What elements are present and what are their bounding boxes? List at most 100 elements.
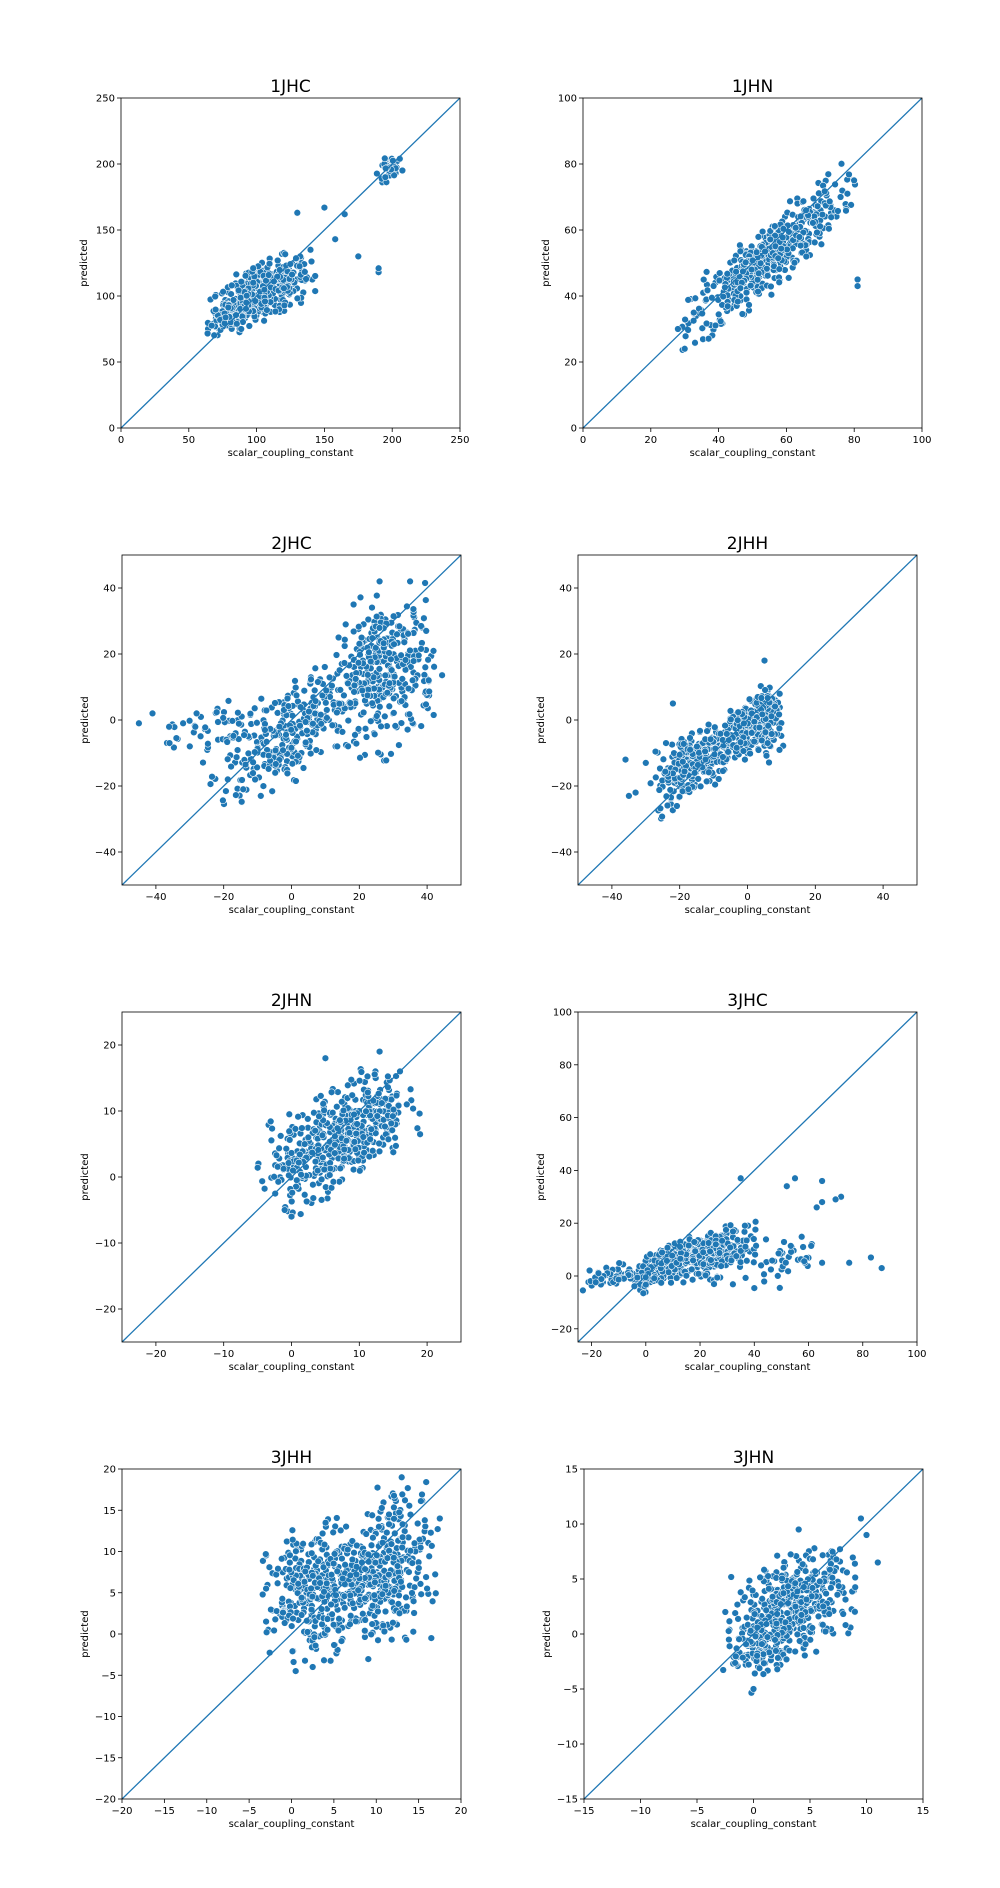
data-point	[295, 262, 304, 270]
y-axis-label: predicted	[80, 696, 91, 743]
chart-title: 1JHC	[270, 77, 310, 97]
data-point	[251, 775, 259, 784]
data-point	[730, 256, 738, 265]
data-point	[318, 1131, 327, 1139]
data-point	[258, 1177, 266, 1185]
data-point	[684, 296, 692, 304]
data-point	[353, 1541, 361, 1550]
x-tick-label: 0	[643, 1349, 649, 1360]
data-point	[745, 1660, 753, 1669]
data-point	[414, 1519, 422, 1528]
data-point	[329, 1559, 338, 1568]
data-point	[341, 642, 349, 650]
data-point	[279, 1165, 288, 1173]
outlier-point	[331, 235, 339, 243]
data-point	[329, 1528, 337, 1537]
data-point	[762, 752, 771, 760]
data-point	[323, 1615, 332, 1623]
data-point	[663, 1257, 671, 1265]
data-point	[711, 780, 719, 789]
y-tick-label: −20	[551, 782, 572, 793]
data-point	[385, 679, 394, 687]
data-point	[206, 780, 215, 788]
data-point	[277, 1132, 285, 1140]
data-point	[199, 758, 207, 767]
data-point	[797, 1611, 806, 1619]
data-point	[792, 224, 800, 232]
data-point	[773, 1552, 781, 1560]
outlier-point	[186, 742, 194, 751]
data-point	[416, 1130, 424, 1138]
data-point	[367, 717, 375, 725]
data-point	[392, 1142, 400, 1150]
y-tick-label: −10	[95, 1239, 116, 1250]
data-point	[307, 749, 315, 758]
x-axis-label: scalar_coupling_constant	[229, 1362, 355, 1373]
data-point	[249, 769, 257, 777]
y-axis-label: predicted	[542, 1610, 553, 1657]
data-point	[816, 1577, 824, 1586]
axes-frame	[582, 97, 923, 429]
data-point	[320, 1656, 328, 1664]
data-point	[315, 1112, 323, 1120]
data-point	[719, 767, 727, 775]
data-point	[281, 250, 289, 258]
outlier-point	[427, 1634, 435, 1642]
data-point	[392, 1091, 401, 1100]
data-point	[772, 1619, 781, 1628]
x-axis-label: scalar_coupling_constant	[685, 905, 811, 916]
data-point	[760, 1270, 768, 1278]
x-tick-label: 0	[750, 1806, 756, 1817]
y-tick-label: 0	[572, 1630, 578, 1641]
data-point	[361, 725, 370, 733]
outlier-point	[831, 1195, 840, 1204]
data-point	[301, 1140, 309, 1148]
outlier-point	[398, 1473, 406, 1481]
data-point	[340, 659, 349, 667]
data-point	[809, 1555, 817, 1563]
data-point	[646, 779, 655, 787]
x-tick-label: 0	[118, 435, 124, 446]
data-point	[412, 1574, 420, 1583]
data-point	[385, 1570, 393, 1579]
y-tick-label: 10	[103, 1107, 116, 1118]
data-point	[373, 1483, 382, 1492]
data-point	[333, 708, 341, 717]
data-point	[847, 201, 855, 209]
data-point	[724, 748, 732, 756]
data-point	[659, 755, 668, 763]
data-point	[306, 246, 315, 254]
data-point	[850, 176, 858, 185]
data-point	[395, 1609, 404, 1617]
axes-frame	[120, 97, 461, 429]
outlier-point	[791, 1174, 799, 1182]
data-point	[338, 1098, 346, 1106]
data-point	[688, 1276, 697, 1284]
data-point	[381, 154, 389, 163]
y-axis-label: predicted	[79, 239, 90, 286]
x-tick-label: −5	[242, 1806, 257, 1817]
data-point	[715, 775, 723, 783]
data-point	[292, 737, 300, 746]
y-tick-label: −40	[551, 848, 572, 859]
data-point	[232, 270, 240, 279]
data-point	[822, 1589, 830, 1598]
data-point	[165, 723, 173, 731]
data-point	[261, 297, 269, 306]
data-point	[368, 1620, 376, 1628]
y-tick-label: −20	[95, 782, 116, 793]
data-point	[227, 762, 235, 771]
data-point	[842, 207, 850, 215]
data-point	[239, 318, 247, 326]
data-point	[668, 740, 676, 749]
data-point	[787, 1242, 795, 1250]
x-tick-label: 100	[247, 435, 266, 446]
data-point	[409, 1597, 418, 1605]
data-point	[808, 1584, 817, 1592]
data-point	[837, 160, 846, 168]
data-point	[713, 1273, 721, 1282]
data-point	[791, 1602, 800, 1611]
data-point	[415, 1109, 424, 1118]
data-point	[338, 728, 347, 736]
identity-line	[122, 1012, 461, 1342]
